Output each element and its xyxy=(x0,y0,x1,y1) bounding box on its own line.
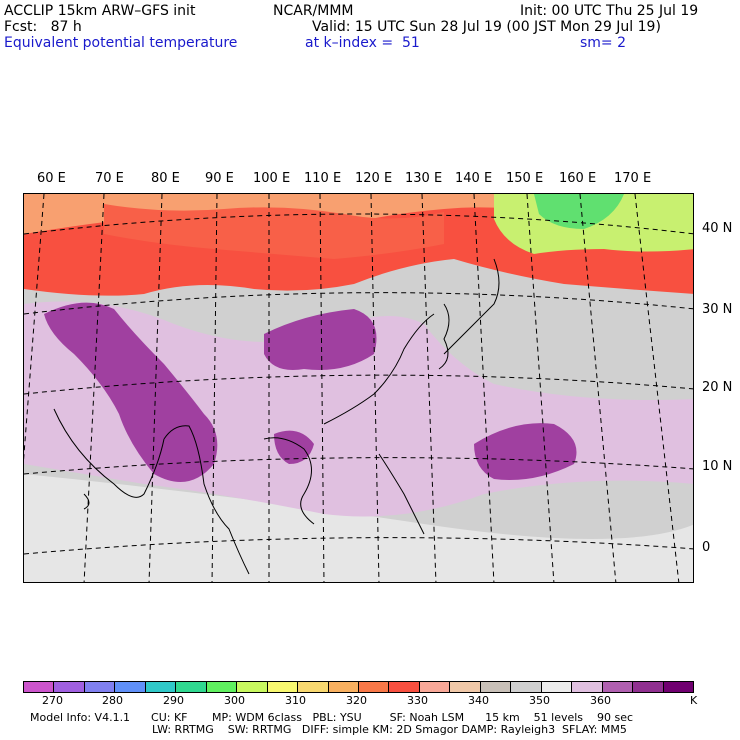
colorbar-swatch xyxy=(328,682,359,692)
colorbar-swatch xyxy=(145,682,177,692)
colorbar-swatch xyxy=(633,682,664,692)
shading-red-dark xyxy=(104,204,444,259)
colorbar-swatch xyxy=(450,682,481,692)
colorbar-label: 280 xyxy=(102,694,123,707)
colorbar-swatch xyxy=(206,682,238,692)
colorbar-swatch xyxy=(115,682,146,692)
colorbar-swatch xyxy=(267,682,299,692)
lat-label: 40 N xyxy=(702,221,733,236)
colorbar-swatch xyxy=(84,682,116,692)
lon-label: 170 E xyxy=(614,171,652,186)
colorbar-swatch xyxy=(572,682,603,692)
shading-purple-india xyxy=(44,302,218,482)
colorbar-label: 290 xyxy=(163,694,184,707)
lon-label: 150 E xyxy=(506,171,544,186)
lon-label: 120 E xyxy=(355,171,393,186)
colorbar-label: 300 xyxy=(224,694,245,707)
lon-label: 160 E xyxy=(559,171,597,186)
shading-green xyxy=(534,194,624,229)
colorbar-swatch xyxy=(389,682,420,692)
init-time: Init: 00 UTC Thu 25 Jul 19 xyxy=(520,3,699,19)
lat-label: 30 N xyxy=(702,302,733,317)
colorbar-swatch xyxy=(419,682,451,692)
colorbar-swatch xyxy=(54,682,85,692)
lon-label: 110 E xyxy=(304,171,342,186)
lon-label: 140 E xyxy=(455,171,493,186)
valid-time: Valid: 15 UTC Sun 28 Jul 19 (00 JST Mon … xyxy=(312,19,661,35)
colorbar-swatch xyxy=(24,682,55,692)
lat-label: 20 N xyxy=(702,380,733,395)
forecast-hour: Fcst: 87 h xyxy=(4,19,82,35)
colorbar-unit: K xyxy=(690,694,698,707)
shading-purple-pacific xyxy=(474,423,577,480)
graticule xyxy=(24,194,693,582)
lat-label: 10 N xyxy=(702,459,733,474)
colorbar-label: 310 xyxy=(285,694,306,707)
colorbar-swatch xyxy=(176,682,207,692)
shading-purple-china xyxy=(264,309,377,370)
model-info-line2: LW: RRTMG SW: RRTMG DIFF: simple KM: 2D … xyxy=(152,723,627,736)
theta-e-map xyxy=(24,194,693,582)
lon-label: 60 E xyxy=(37,171,66,186)
colorbar-swatch xyxy=(480,682,512,692)
colorbar-swatch xyxy=(541,682,573,692)
colorbar-label: 320 xyxy=(346,694,367,707)
lon-label: 100 E xyxy=(253,171,291,186)
org-label: NCAR/MMM xyxy=(273,3,354,19)
smoothing-label: sm= 2 xyxy=(580,35,627,51)
colorbar xyxy=(23,681,694,693)
lat-label: 0 xyxy=(702,540,711,555)
coastlines xyxy=(53,258,500,575)
map-panel xyxy=(23,193,694,583)
colorbar-swatch xyxy=(298,682,329,692)
colorbar-label: 270 xyxy=(42,694,63,707)
colorbar-label: 350 xyxy=(529,694,550,707)
model-title: ACCLIP 15km ARW–GFS init xyxy=(4,3,196,19)
model-info-line1: Model Info: V4.1.1 CU: KF MP: WDM 6class… xyxy=(30,711,634,724)
lon-label: 130 E xyxy=(405,171,443,186)
colorbar-label: 340 xyxy=(468,694,489,707)
colorbar-label: 360 xyxy=(590,694,611,707)
colorbar-swatch xyxy=(602,682,634,692)
lon-label: 90 E xyxy=(205,171,234,186)
colorbar-swatch xyxy=(511,682,542,692)
colorbar-swatch xyxy=(663,682,693,692)
lon-label: 70 E xyxy=(95,171,124,186)
field-name: Equivalent potential temperature xyxy=(4,35,238,51)
colorbar-swatch xyxy=(358,682,390,692)
colorbar-label: 330 xyxy=(407,694,428,707)
lon-label: 80 E xyxy=(151,171,180,186)
shading-light xyxy=(24,474,693,582)
level-label: at k–index = 51 xyxy=(305,35,420,51)
colorbar-swatch xyxy=(237,682,268,692)
